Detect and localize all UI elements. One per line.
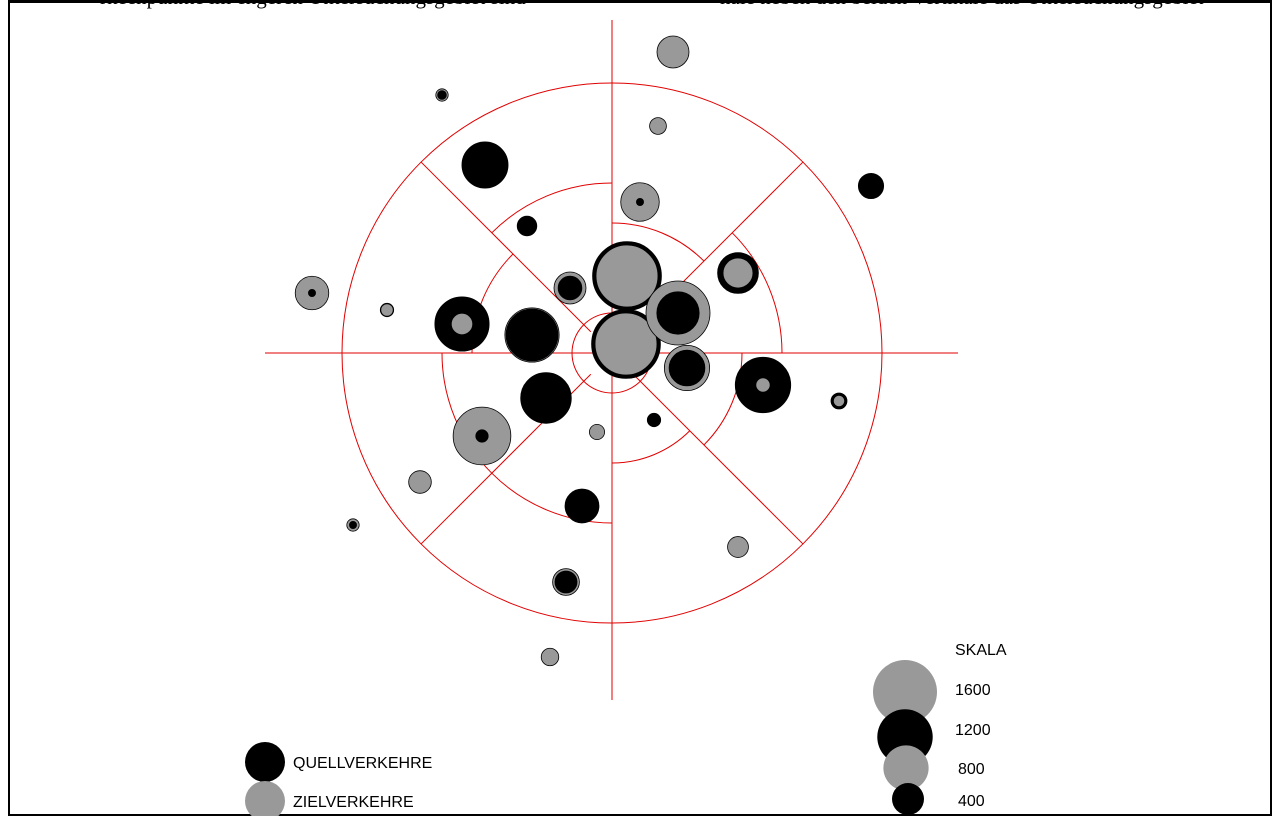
- traffic-node: [379, 302, 395, 318]
- quell-circle: [646, 412, 662, 428]
- middle-ring-arc: [491, 182, 613, 234]
- ziel-circle: [722, 257, 754, 289]
- traffic-node: [649, 117, 667, 135]
- traffic-node: [346, 518, 360, 532]
- scale-title: SKALA: [955, 642, 1007, 659]
- ziel-circle: [649, 117, 667, 135]
- traffic-node: [553, 271, 587, 305]
- traffic-node: [857, 172, 885, 200]
- traffic-node: [520, 372, 572, 424]
- traffic-node: [830, 392, 848, 410]
- ziel-circle: [408, 470, 432, 494]
- scale-symbol-800: [883, 745, 929, 791]
- traffic-node: [540, 647, 560, 667]
- ziel-circle: [589, 424, 605, 440]
- figure-frame: [8, 0, 1272, 816]
- header-text-fragment: rkeenpunkte im engeren Untersuchungsgebi…: [0, 0, 1280, 15]
- legend-quell-label: QUELLVERKEHRE: [293, 755, 432, 772]
- traffic-node: [452, 406, 512, 466]
- middle-ring-arc: [611, 430, 691, 464]
- traffic-node: [564, 488, 600, 524]
- legend-ziel-label: ZIELVERKEHRE: [293, 794, 414, 811]
- quell-circle: [308, 289, 316, 297]
- traffic-node: [646, 412, 662, 428]
- legend: QUELLVERKEHRE ZIELVERKEHRE: [245, 742, 432, 816]
- traffic-node: [435, 88, 449, 102]
- traffic-node: [294, 275, 330, 311]
- traffic-node: [552, 568, 580, 596]
- quell-circle: [461, 141, 509, 189]
- ziel-circle: [755, 377, 771, 393]
- middle-ring-arc: [703, 352, 743, 446]
- quell-circle: [564, 488, 600, 524]
- quell-circle: [636, 198, 644, 206]
- scale-legend: SKALA 1600 1200 800 400: [873, 642, 1007, 815]
- traffic-node: [727, 536, 749, 558]
- traffic-node: [645, 280, 711, 346]
- scale-label-1600: 1600: [955, 682, 991, 699]
- quell-circle: [349, 521, 357, 529]
- quell-circle: [656, 291, 700, 335]
- traffic-node: [434, 296, 490, 352]
- quell-circle: [520, 372, 572, 424]
- middle-ring-arc: [731, 232, 783, 354]
- traffic-node: [717, 252, 759, 294]
- traffic-node: [516, 215, 538, 237]
- traffic-node: [461, 141, 509, 189]
- middle-ring-arc: [491, 472, 613, 524]
- traffic-node: [656, 35, 690, 69]
- scale-label-800: 800: [958, 761, 985, 778]
- traffic-node: [592, 241, 662, 311]
- ziel-circle: [727, 536, 749, 558]
- ziel-circle: [595, 244, 659, 308]
- traffic-node: [620, 182, 660, 222]
- traffic-node: [408, 470, 432, 494]
- scale-symbol-1600: [873, 660, 937, 724]
- ziel-circle: [594, 312, 658, 376]
- quell-circle: [516, 215, 538, 237]
- traffic-node: [591, 309, 661, 379]
- traffic-node: [504, 307, 560, 363]
- traffic-node: [663, 344, 711, 392]
- quell-circle: [437, 90, 447, 100]
- ziel-circle: [380, 303, 394, 317]
- quell-circle: [554, 570, 578, 594]
- traffic-node: [589, 424, 605, 440]
- legend-ziel-symbol: [245, 781, 285, 816]
- diagonal-spoke: [420, 161, 592, 333]
- quell-circle: [505, 308, 559, 362]
- header-fragment-left: rkeenpunkte im engeren Untersuchungsgebi…: [100, 0, 526, 10]
- ziel-circle: [540, 647, 560, 667]
- quell-circle: [475, 429, 489, 443]
- ziel-circle: [832, 394, 846, 408]
- quell-circle: [557, 275, 583, 301]
- traffic-nodes: [294, 35, 885, 667]
- scale-label-400: 400: [958, 793, 985, 810]
- middle-ring-arc: [611, 222, 705, 262]
- legend-quell-symbol: [245, 742, 285, 782]
- quell-circle: [668, 349, 706, 387]
- scale-symbol-400: [892, 783, 924, 815]
- traffic-node: [734, 356, 792, 414]
- scale-label-1200: 1200: [955, 722, 991, 739]
- quell-circle: [857, 172, 885, 200]
- diagonal-spoke: [632, 373, 804, 545]
- ziel-circle: [450, 312, 474, 336]
- header-fragment-right: hale neben den beiden Vertikale das Unte…: [720, 0, 1204, 10]
- ziel-circle: [656, 35, 690, 69]
- scale-symbols: [873, 660, 937, 815]
